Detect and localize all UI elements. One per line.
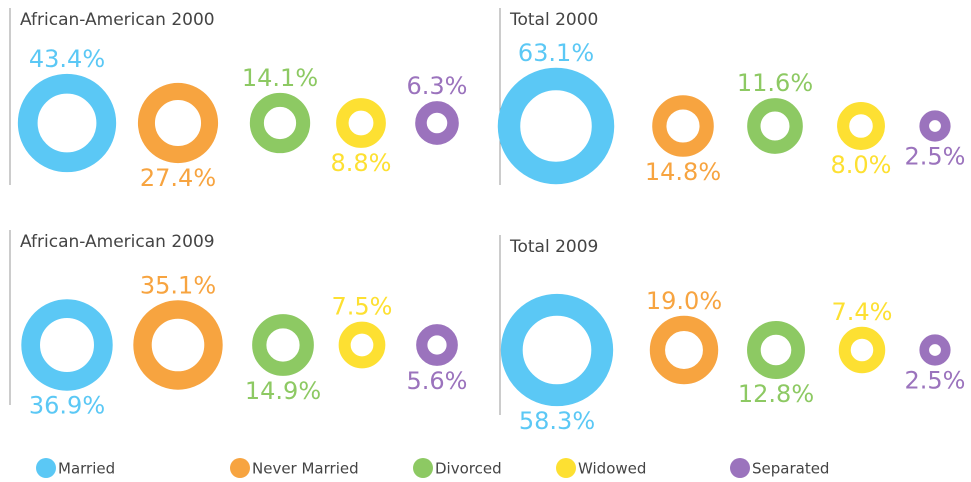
- ring: [252, 314, 314, 376]
- ring: [747, 98, 803, 154]
- legend-label: Widowed: [578, 460, 646, 478]
- value-label: 19.0%: [646, 287, 722, 315]
- value-label: 2.5%: [905, 143, 966, 171]
- value-label: 36.9%: [29, 392, 105, 420]
- ring: [652, 95, 714, 157]
- value-label: 7.5%: [332, 293, 393, 321]
- value-label: 14.9%: [245, 377, 321, 405]
- legend-swatch: [413, 458, 433, 478]
- legend-label: Married: [58, 460, 115, 478]
- ring: [415, 101, 459, 145]
- ring: [919, 110, 951, 142]
- ring: [249, 92, 311, 154]
- ring: [17, 73, 117, 173]
- value-label: 58.3%: [519, 407, 595, 435]
- ring: [338, 321, 386, 369]
- panel-title: African-American 2009: [20, 232, 215, 252]
- ring: [416, 324, 458, 366]
- legend-swatch: [36, 458, 56, 478]
- legend-label: Divorced: [435, 460, 502, 478]
- value-label: 14.1%: [242, 64, 318, 92]
- value-label: 11.6%: [737, 69, 813, 97]
- value-label: 2.5%: [905, 367, 966, 395]
- ring: [837, 102, 885, 150]
- legend-label: Never Married: [252, 460, 359, 478]
- panel-title: Total 2009: [509, 237, 598, 257]
- ring: [838, 326, 886, 374]
- legend-label: Separated: [752, 460, 829, 478]
- value-label: 43.4%: [29, 45, 105, 73]
- ring: [747, 321, 805, 379]
- legend-swatch: [730, 458, 750, 478]
- value-label: 14.8%: [645, 158, 721, 186]
- value-label: 12.8%: [738, 380, 814, 408]
- ring: [21, 299, 113, 391]
- value-label: 5.6%: [407, 367, 468, 395]
- ring: [137, 82, 219, 164]
- value-label: 8.8%: [331, 149, 392, 177]
- legend-swatch: [556, 458, 576, 478]
- value-label: 8.0%: [831, 151, 892, 179]
- value-label: 6.3%: [407, 72, 468, 100]
- ring: [649, 315, 719, 385]
- value-label: 35.1%: [140, 271, 216, 299]
- value-label: 7.4%: [832, 298, 893, 326]
- legend-swatch: [230, 458, 250, 478]
- ring: [919, 334, 951, 366]
- ring: [133, 300, 223, 390]
- ring: [500, 293, 614, 407]
- panel-title: Total 2000: [509, 10, 598, 30]
- panel-title: African-American 2000: [20, 10, 215, 30]
- value-label: 63.1%: [518, 39, 594, 67]
- ring: [497, 67, 615, 185]
- ring: [336, 98, 386, 148]
- value-label: 27.4%: [140, 164, 216, 192]
